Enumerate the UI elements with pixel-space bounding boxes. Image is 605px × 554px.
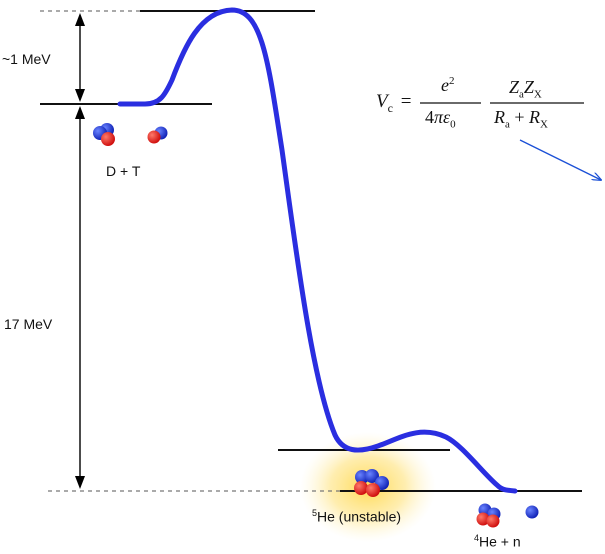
equation-den2: Ra + RX: [494, 107, 548, 131]
eq-pi: π: [434, 107, 444, 127]
eq-e-sup: 2: [449, 75, 455, 87]
eq-Ra-sub: a: [505, 118, 510, 131]
eq-e: e: [441, 75, 449, 95]
potential-curve: [117, 7, 518, 494]
he5-nucleus: [354, 469, 389, 497]
reactants-label: D + T: [106, 163, 141, 179]
eq-eps: ε: [443, 107, 451, 127]
he4-nucleus: [476, 503, 501, 528]
eq-equals: =: [400, 91, 412, 112]
deuteron: [93, 123, 115, 146]
products-label: 4He + n: [474, 533, 521, 550]
neutron: [525, 505, 539, 519]
eq-Rx-sub: X: [540, 118, 548, 131]
equation-pointer-arrow: [519, 139, 601, 180]
eq-V-sub: c: [387, 100, 393, 115]
intermediate-text: He (unstable): [317, 508, 402, 525]
eq-Zx: Z: [523, 77, 534, 97]
products-mass-number: 4: [474, 533, 480, 543]
eq-Za-sub: a: [519, 88, 524, 101]
equation-num2: ZaZX: [509, 77, 542, 101]
barrier-energy-label: ~1 MeV: [2, 51, 51, 67]
intermediate-mass-number: 5: [312, 508, 318, 518]
intermediate-label: 5He (unstable): [312, 508, 401, 525]
eq-plus: +: [514, 107, 525, 127]
eq-Ra: R: [494, 107, 505, 127]
eq-Za: Z: [509, 77, 520, 97]
equation-den1: 4πε0: [425, 107, 456, 131]
eq-eps-sub: 0: [450, 118, 456, 131]
eq-4: 4: [425, 107, 434, 127]
reaction-energy-label: 17 MeV: [4, 316, 53, 332]
triton: [147, 126, 168, 144]
eq-V: V: [376, 91, 388, 112]
eq-Rx: R: [529, 107, 541, 127]
equation-lhs: Vc =: [376, 91, 411, 116]
products-text: He + n: [479, 533, 521, 550]
eq-Zx-sub: X: [533, 88, 542, 101]
equation-num1: e2: [441, 75, 455, 96]
